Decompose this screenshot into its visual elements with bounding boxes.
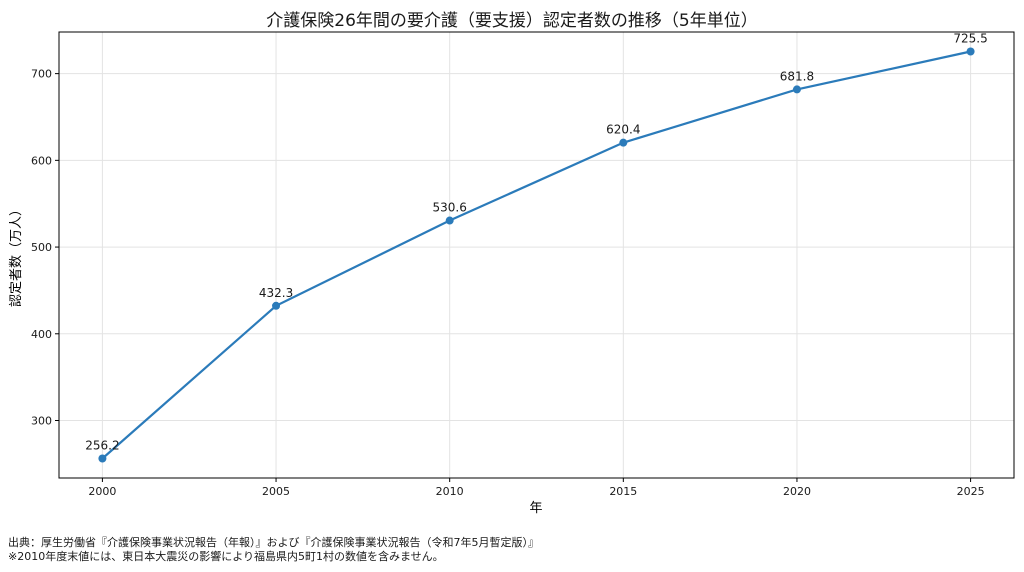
plot-area-frame [58, 31, 1015, 479]
series-line [101, 50, 971, 460]
data-label: 432.3 [259, 286, 293, 300]
y-tick-label: 600 [31, 154, 52, 167]
y-tick-label: 400 [31, 328, 52, 341]
x-axis-label: 年 [529, 501, 542, 516]
data-point [792, 85, 801, 94]
grid-lines [59, 32, 1014, 478]
y-axis-label: 認定者数（万人） [8, 203, 24, 307]
data-label: 530.6 [433, 201, 467, 215]
data-point [619, 138, 628, 147]
data-point [445, 216, 454, 225]
data-label: 620.4 [606, 123, 640, 137]
data-label: 725.5 [953, 32, 987, 46]
y-tick-label: 700 [31, 68, 52, 81]
x-tick-label: 2005 [262, 485, 290, 498]
x-tick-label: 2020 [783, 485, 811, 498]
data-label: 681.8 [780, 69, 814, 83]
data-point [966, 47, 975, 56]
data-point [272, 301, 281, 310]
axis-ticks: 2000 2005 2010 2015 2020 2025 300 400 500 600 700 [31, 68, 985, 498]
source-line-2: ※2010年度末値には、東日本大震災の影響により福島県内5町1村の数値を含みませ… [8, 550, 444, 563]
source-line-1: 出典：厚生労働省『介護保険事業状況報告（年報）』および『介護保険事業状況報告（令… [8, 536, 539, 549]
chart-title: 介護保険26年間の要介護（要支援）認定者数の推移（5年単位） [266, 11, 758, 31]
data-point [98, 454, 107, 463]
x-tick-label: 2000 [88, 485, 116, 498]
x-tick-label: 2010 [436, 485, 464, 498]
x-tick-label: 2025 [957, 485, 985, 498]
y-tick-label: 500 [31, 241, 52, 254]
y-tick-label: 300 [31, 415, 52, 428]
data-points [98, 47, 975, 463]
source-note: 出典：厚生労働省『介護保険事業状況報告（年報）』および『介護保険事業状況報告（令… [8, 536, 539, 564]
x-tick-label: 2015 [609, 485, 637, 498]
data-label: 256.2 [85, 438, 119, 452]
data-labels: 256.2 432.3 530.6 620.4 681.8 725.5 [85, 32, 988, 453]
